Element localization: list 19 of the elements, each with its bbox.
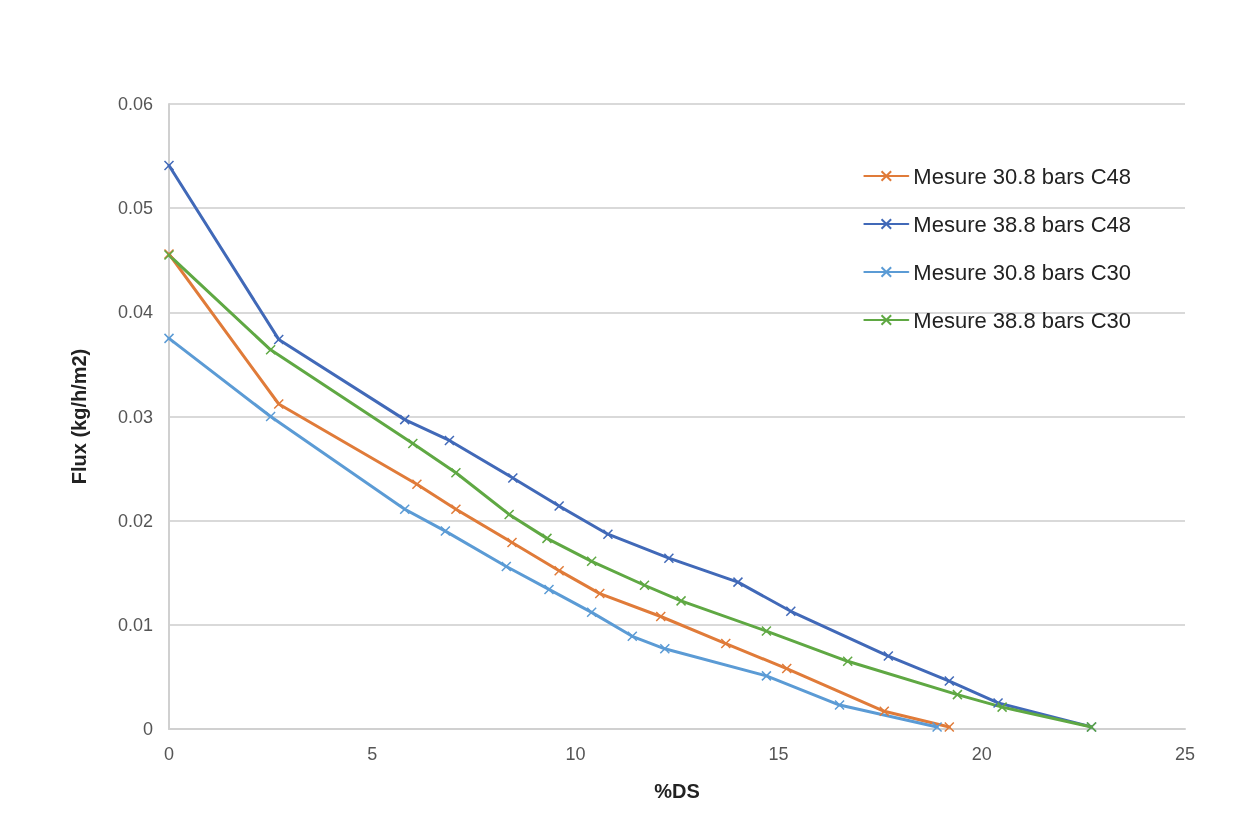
y-tick-label: 0.02 [117, 510, 153, 531]
x-tick-label: 25 [1174, 744, 1196, 764]
y-tick-label: 0.01 [117, 614, 153, 635]
y-tick-label: 0.05 [117, 198, 153, 219]
legend-label: Mesure 38.8 bars C30 [913, 307, 1131, 333]
y-tick-label: 0.06 [117, 94, 153, 114]
x-axis-title: %DS [654, 780, 700, 802]
x-tick-label: 5 [367, 744, 378, 764]
legend-label: Mesure 30.8 bars C30 [913, 259, 1131, 285]
legend-label: Mesure 38.8 bars C48 [913, 211, 1131, 237]
y-tick-label: 0.04 [117, 302, 153, 323]
y-tick-label: 0.03 [117, 406, 153, 427]
x-tick-label: 20 [971, 744, 992, 764]
legend-label: Mesure 30.8 bars C48 [913, 163, 1131, 189]
y-axis-title: Flux (kg/h/m2) [68, 348, 90, 485]
x-tick-label: 0 [163, 744, 175, 764]
y-tick-label: 0 [142, 719, 153, 739]
x-tick-label: 15 [768, 744, 789, 764]
x-tick-label: 10 [565, 744, 586, 764]
